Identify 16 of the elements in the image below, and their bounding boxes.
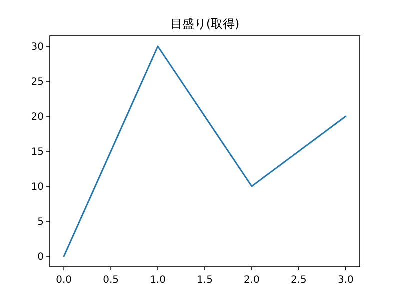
y-tick-label: 30 — [31, 42, 44, 53]
x-tick-label: 3.0 — [338, 275, 354, 286]
x-tick-label: 2.5 — [290, 275, 307, 286]
line-series — [63, 46, 347, 258]
x-tick-label: 0.0 — [56, 275, 72, 286]
y-tick-label: 5 — [38, 217, 44, 228]
y-tick-label: 10 — [31, 182, 44, 193]
y-tick-label: 20 — [31, 112, 44, 123]
x-tick-label: 2.0 — [244, 275, 260, 286]
x-tick-label: 1.5 — [197, 275, 213, 286]
y-tick-label: 25 — [31, 77, 44, 88]
y-tick-label: 15 — [31, 147, 44, 158]
x-tick-label: 1.0 — [150, 275, 166, 286]
y-tick-label: 0 — [38, 252, 44, 263]
x-tick-label: 0.5 — [103, 275, 120, 286]
chart-title: 目盛り(取得) — [170, 17, 240, 31]
